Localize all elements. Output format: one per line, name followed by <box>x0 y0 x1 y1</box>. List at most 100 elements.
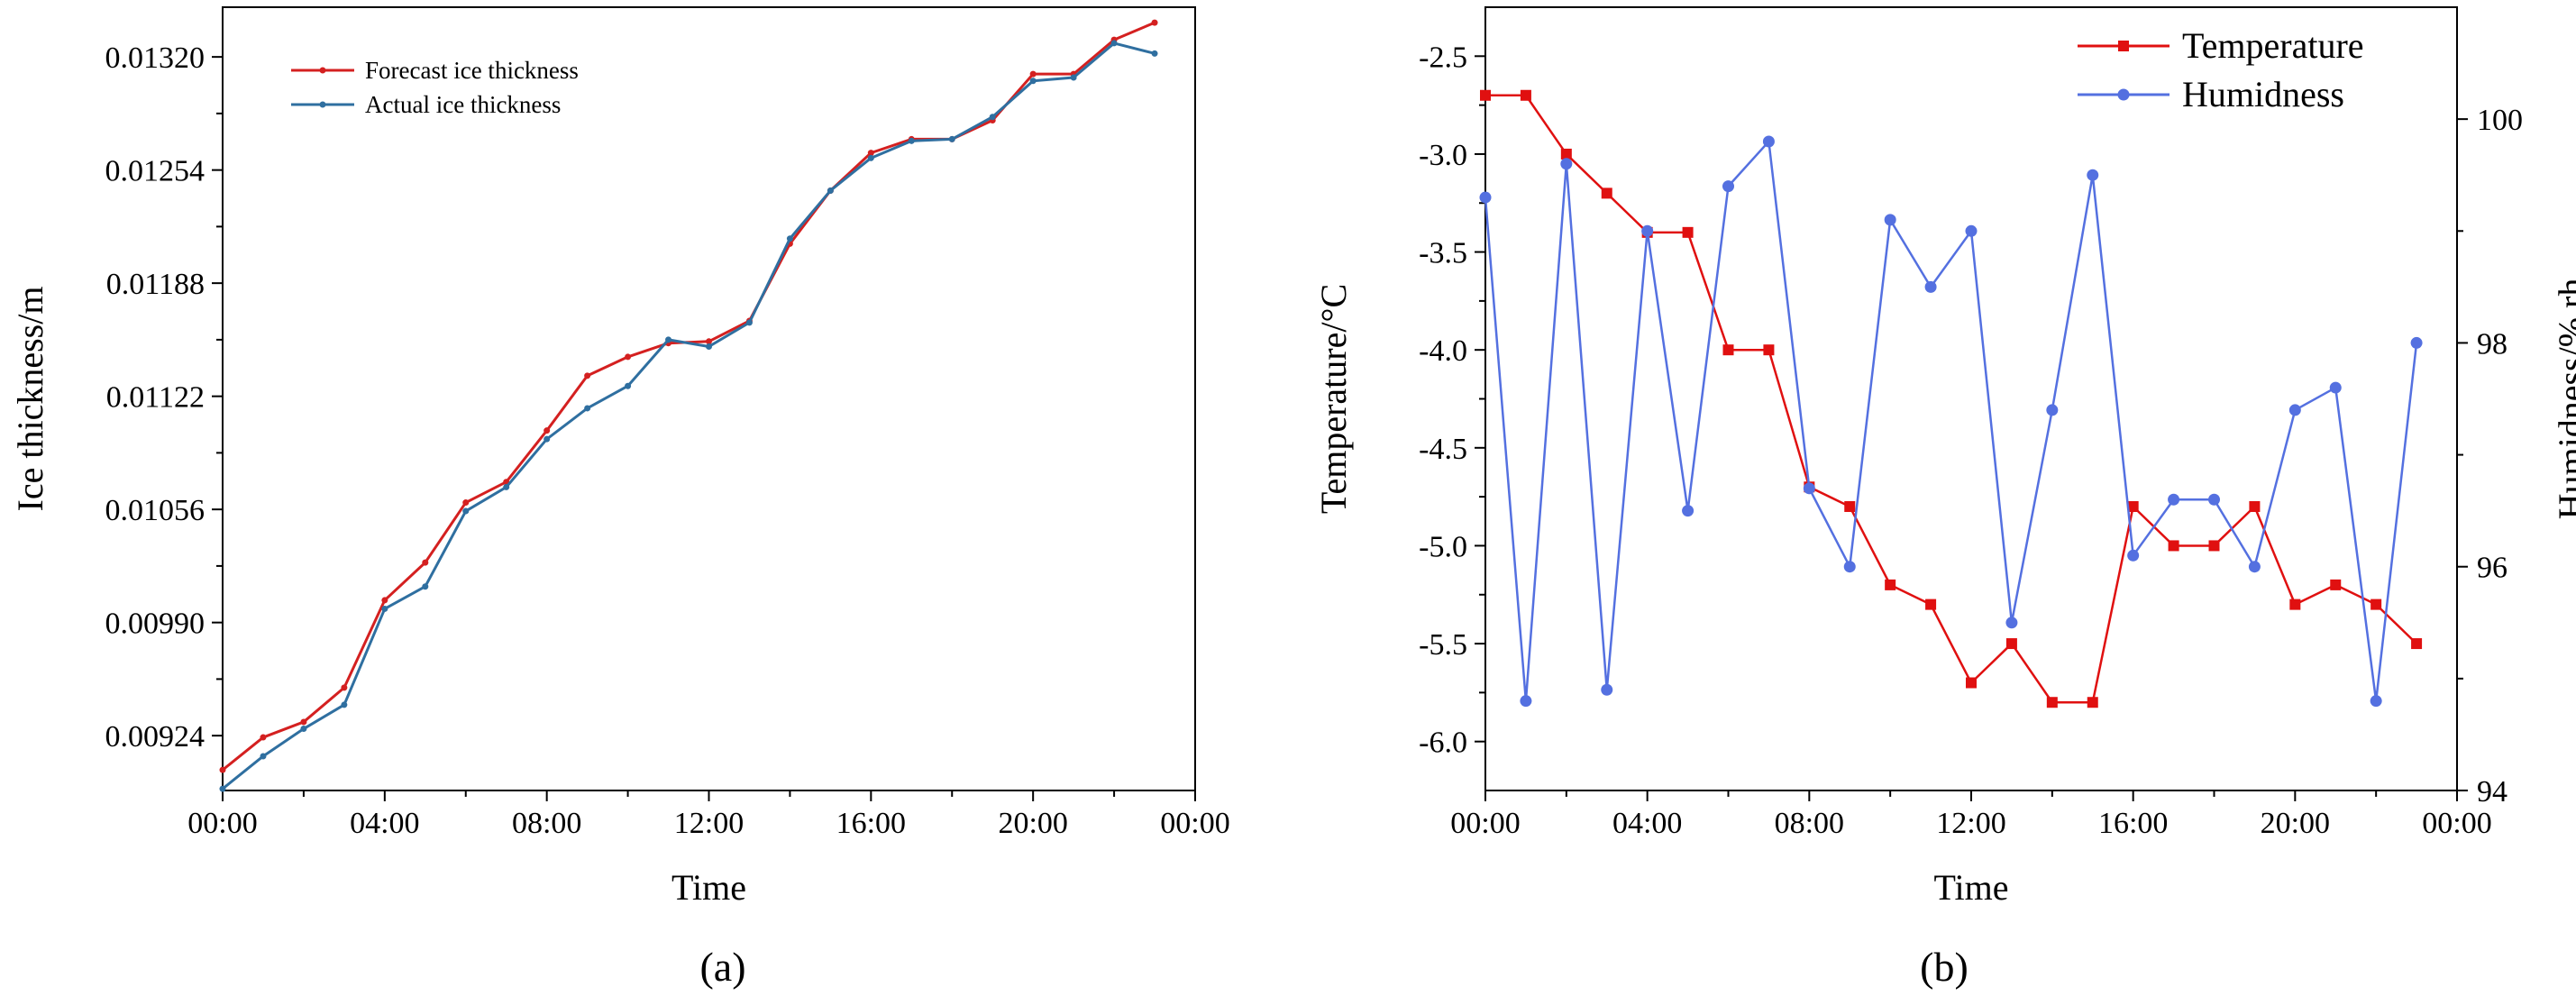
data-point-circle <box>1884 214 1896 226</box>
y2-tick-label: 94 <box>2477 775 2507 809</box>
data-point-dot <box>1110 40 1118 47</box>
data-point-circle <box>2410 336 2423 349</box>
y-tick-label: 0.00990 <box>105 608 206 641</box>
series-line-1 <box>1484 140 2418 702</box>
data-point-square <box>1763 344 1775 356</box>
data-point-square <box>1520 89 1531 101</box>
y-tick-label: -2.5 <box>1419 41 1467 74</box>
x-tick-label: 08:00 <box>1775 807 1844 840</box>
x-tick-label: 08:00 <box>512 807 581 840</box>
x-tick-label: 00:00 <box>2422 807 2491 840</box>
data-point-dot <box>462 499 470 507</box>
y2-tick-label: 96 <box>2477 552 2507 585</box>
x-tick-label: 00:00 <box>1160 807 1229 840</box>
legend-label-0: Temperature <box>2182 25 2364 66</box>
data-point-square <box>2168 540 2179 552</box>
y-tick-label: -3.5 <box>1419 237 1467 270</box>
data-point-dot <box>381 605 388 612</box>
data-point-circle <box>2208 493 2220 506</box>
x-axis-title: Time <box>671 867 746 908</box>
series-line-0 <box>222 21 1156 772</box>
y-tick-label: 0.01188 <box>106 268 205 301</box>
series-line-0 <box>1485 94 2417 704</box>
y-tick-label: 0.01254 <box>105 155 206 188</box>
panel-label: (a) <box>699 944 745 990</box>
y-tick-label: 0.00924 <box>105 720 206 754</box>
data-point-dot <box>544 427 551 434</box>
panel-label: (b) <box>1920 944 1969 990</box>
y-tick-label: 0.01320 <box>105 41 206 75</box>
y2-tick-label: 98 <box>2477 327 2507 361</box>
data-point-circle <box>1924 280 1937 293</box>
y-tick-label: -4.5 <box>1419 433 1467 466</box>
data-point-dot <box>827 187 834 194</box>
data-point-square <box>2370 599 2382 610</box>
data-point-circle <box>2288 404 2301 416</box>
y2-tick-label: 100 <box>2477 104 2523 137</box>
data-point-circle <box>2046 404 2059 416</box>
data-point-dot <box>706 338 712 345</box>
legend-label-1: Actual ice thickness <box>365 91 561 118</box>
data-point-dot <box>341 684 348 691</box>
y-tick-label: -6.0 <box>1419 726 1467 760</box>
x-tick-label: 12:00 <box>1936 807 2005 840</box>
data-point-dot <box>300 718 307 726</box>
data-point-square <box>2046 697 2058 708</box>
x-tick-label: 04:00 <box>350 807 419 840</box>
data-point-dot <box>341 701 348 708</box>
data-point-square <box>1966 677 1977 689</box>
data-point-circle <box>2168 493 2180 506</box>
data-point-dot <box>544 435 551 443</box>
data-point-circle <box>2087 169 2099 181</box>
plot-frame <box>222 6 1196 791</box>
data-point-circle <box>1843 561 1856 573</box>
data-point-square <box>1722 344 1734 356</box>
data-point-dot <box>786 235 793 242</box>
data-point-dot <box>908 137 915 144</box>
data-point-circle <box>1601 683 1613 696</box>
data-point-square <box>2005 638 2017 650</box>
legend-label-0: Forecast ice thickness <box>365 57 579 84</box>
data-point-circle <box>2329 381 2342 394</box>
data-point-circle <box>2248 561 2261 573</box>
data-point-square <box>1925 599 1937 610</box>
data-point-square <box>1885 579 1896 590</box>
data-point-dot <box>1029 70 1037 78</box>
y2-axis-title: Humidness/% rh <box>2551 279 2576 520</box>
data-point-dot <box>867 154 874 161</box>
data-point-dot <box>584 372 591 379</box>
data-point-dot <box>260 734 267 741</box>
data-point-circle <box>1520 695 1532 708</box>
data-point-dot <box>422 583 429 590</box>
data-point-square <box>1480 89 1491 101</box>
data-point-square <box>2127 500 2139 512</box>
data-point-dot <box>1070 74 1077 81</box>
legend-marker-circle <box>2117 88 2130 101</box>
x-axis-title: Time <box>1933 867 2008 908</box>
data-point-dot <box>665 336 672 343</box>
data-point-dot <box>1029 78 1037 85</box>
panel-b-temperature-humidness-chart: 00:00 04:00 08:00 12:00 16:00 20:00 00:00 -6.0 -… <box>1313 6 2576 990</box>
x-tick-label: 00:00 <box>187 807 257 840</box>
data-point-circle <box>1641 224 1654 237</box>
legend-label-1: Humidness <box>2182 74 2344 114</box>
panel-a-ice-thickness-chart: 00:00 04:00 08:00 12:00 16:00 20:00 00:00 0.009… <box>10 6 1230 990</box>
data-point-dot <box>625 382 632 389</box>
data-point-square <box>2330 579 2342 590</box>
y-tick-label: -5.5 <box>1419 628 1467 662</box>
data-point-dot <box>867 150 874 157</box>
x-tick-label: 04:00 <box>1612 807 1682 840</box>
x-tick-label: 12:00 <box>674 807 744 840</box>
data-point-dot <box>300 726 307 733</box>
data-point-dot <box>1151 19 1158 26</box>
data-point-circle <box>2127 549 2140 562</box>
data-point-square <box>1601 187 1612 199</box>
y-tick-label: -3.0 <box>1419 139 1467 172</box>
y-tick-label: 0.01122 <box>106 381 205 415</box>
data-point-square <box>1560 148 1572 160</box>
data-point-circle <box>1965 224 1978 237</box>
data-point-dot <box>948 135 955 142</box>
x-tick-label: 20:00 <box>998 807 1067 840</box>
data-point-square <box>2087 697 2098 708</box>
